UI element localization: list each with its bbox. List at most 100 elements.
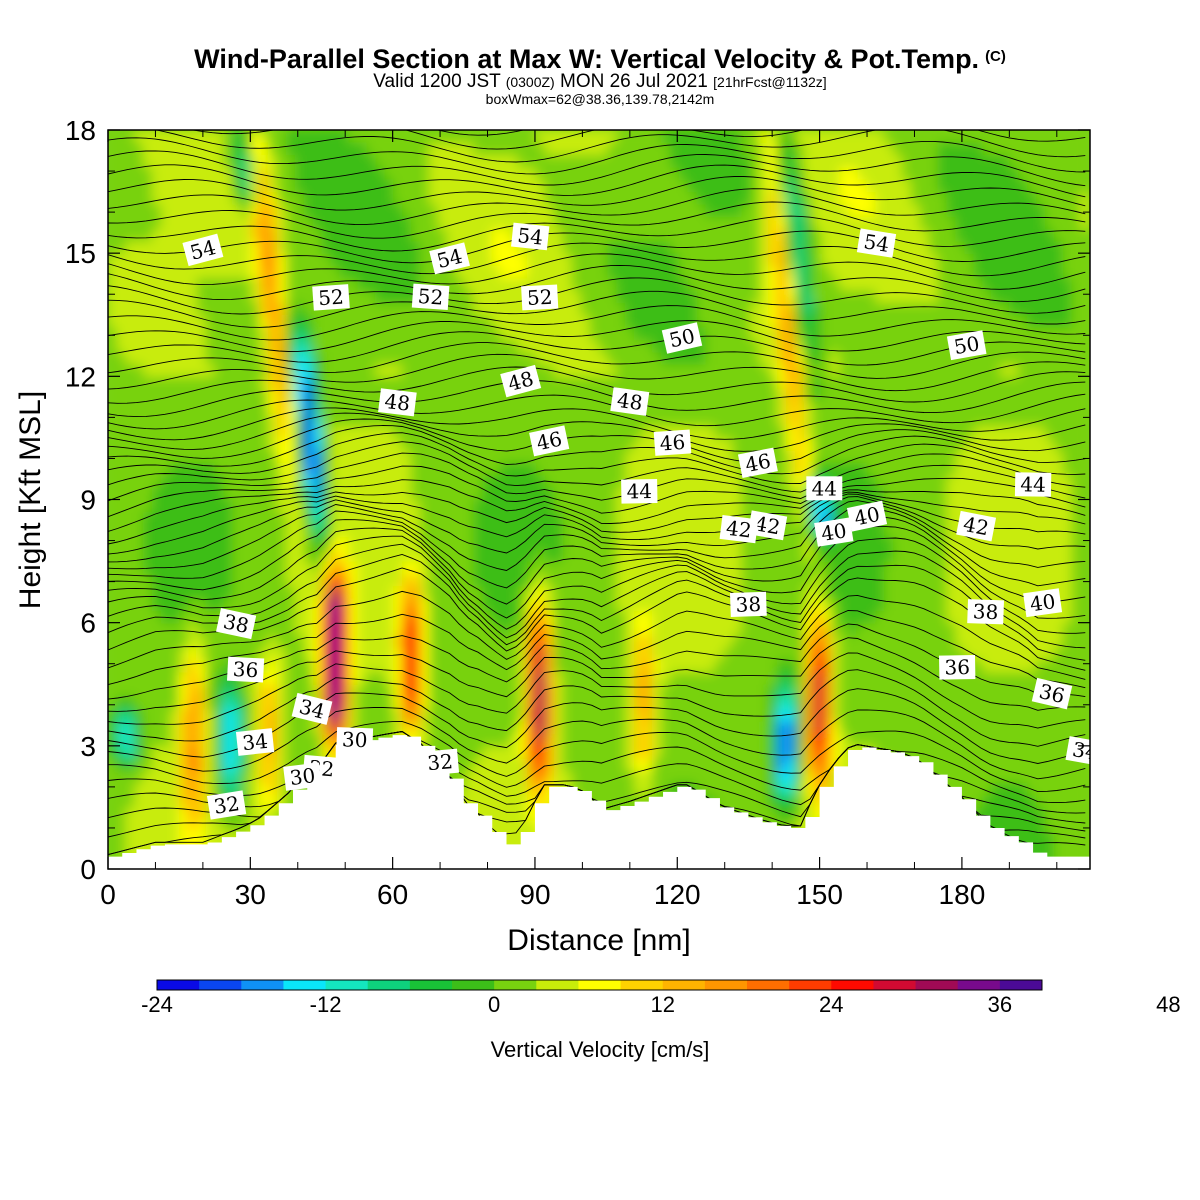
velocity-cell (527, 474, 538, 488)
velocity-cell (777, 264, 787, 279)
velocity-cell (750, 166, 761, 180)
velocity-cell (839, 437, 850, 451)
velocity-cell (669, 375, 680, 390)
velocity-cell (108, 277, 118, 291)
velocity-cell (357, 375, 368, 390)
velocity-cell (232, 745, 243, 759)
velocity-cell (428, 400, 439, 414)
velocity-cell (527, 203, 538, 217)
velocity-cell (108, 572, 118, 587)
velocity-cell (464, 264, 475, 279)
velocity-cell (143, 622, 154, 636)
velocity-cell (402, 203, 413, 217)
velocity-cell (589, 277, 600, 291)
velocity-cell (500, 745, 511, 759)
velocity-cell (428, 228, 439, 242)
velocity-cell (678, 745, 689, 759)
velocity-cell (187, 166, 198, 180)
velocity-cell (250, 215, 261, 230)
velocity-cell (839, 560, 850, 574)
velocity-cell (821, 757, 832, 771)
velocity-cell (402, 240, 413, 254)
velocity-cell (232, 449, 243, 464)
velocity-cell (473, 228, 484, 242)
velocity-cell (277, 462, 288, 476)
velocity-cell (821, 228, 832, 242)
velocity-cell (660, 375, 671, 390)
velocity-cell (598, 215, 609, 230)
velocity-cell (544, 757, 555, 771)
velocity-cell (696, 154, 707, 168)
velocity-cell (732, 240, 743, 254)
velocity-cell (473, 314, 484, 328)
velocity-cell (178, 794, 189, 808)
velocity-cell (794, 646, 805, 661)
velocity-cell (741, 425, 752, 439)
velocity-cell (812, 166, 823, 180)
velocity-cell (589, 154, 600, 168)
velocity-cell (357, 141, 368, 156)
velocity-cell (232, 462, 243, 476)
velocity-cell (125, 683, 136, 698)
velocity-cell (268, 646, 279, 661)
velocity-cell (321, 733, 332, 747)
velocity-cell (366, 314, 377, 328)
velocity-cell (544, 585, 555, 599)
velocity-cell (375, 130, 386, 143)
velocity-cell (723, 240, 734, 254)
velocity-cell (437, 462, 448, 476)
velocity-cell (312, 634, 323, 648)
velocity-cell (223, 388, 234, 402)
velocity-cell (785, 289, 796, 303)
velocity-cell (732, 585, 743, 599)
velocity-cell (312, 228, 323, 242)
velocity-cell (375, 154, 386, 168)
velocity-cell (178, 659, 189, 673)
velocity-cell (205, 597, 216, 611)
velocity-cell (134, 474, 145, 488)
velocity-cell (277, 548, 288, 562)
velocity-cell (803, 425, 814, 439)
velocity-cell (223, 178, 234, 193)
velocity-cell (723, 696, 734, 710)
velocity-cell (785, 351, 796, 365)
velocity-cell (268, 572, 279, 587)
velocity-cell (116, 240, 127, 254)
velocity-cell (571, 548, 582, 562)
velocity-cell (419, 560, 430, 574)
velocity-cell (143, 597, 154, 611)
velocity-cell (169, 659, 180, 673)
velocity-cell (768, 289, 779, 303)
velocity-cell (785, 326, 796, 340)
velocity-cell (339, 264, 350, 279)
velocity-cell (312, 388, 323, 402)
velocity-cell (303, 301, 314, 316)
velocity-cell (125, 548, 136, 562)
velocity-cell (696, 708, 707, 722)
velocity-cell (785, 671, 796, 685)
velocity-cell (178, 720, 189, 735)
velocity-cell (223, 166, 234, 180)
velocity-cell (116, 203, 127, 217)
velocity-cell (464, 499, 475, 513)
velocity-cell (768, 314, 779, 328)
velocity-cell (839, 412, 850, 427)
velocity-cell (660, 486, 671, 500)
velocity-cell (312, 733, 323, 747)
velocity-cell (794, 708, 805, 722)
velocity-cell (660, 203, 671, 217)
velocity-cell (455, 363, 466, 377)
velocity-cell (205, 388, 216, 402)
velocity-cell (785, 609, 796, 624)
velocity-cell (428, 264, 439, 279)
velocity-cell (419, 462, 430, 476)
velocity-cell (339, 314, 350, 328)
velocity-cell (196, 696, 207, 710)
velocity-cell (178, 289, 189, 303)
velocity-cell (509, 511, 520, 525)
velocity-cell (205, 301, 216, 316)
velocity-cell (196, 572, 207, 587)
velocity-cell (580, 560, 591, 574)
velocity-cell (482, 240, 493, 254)
velocity-cell (339, 646, 350, 661)
